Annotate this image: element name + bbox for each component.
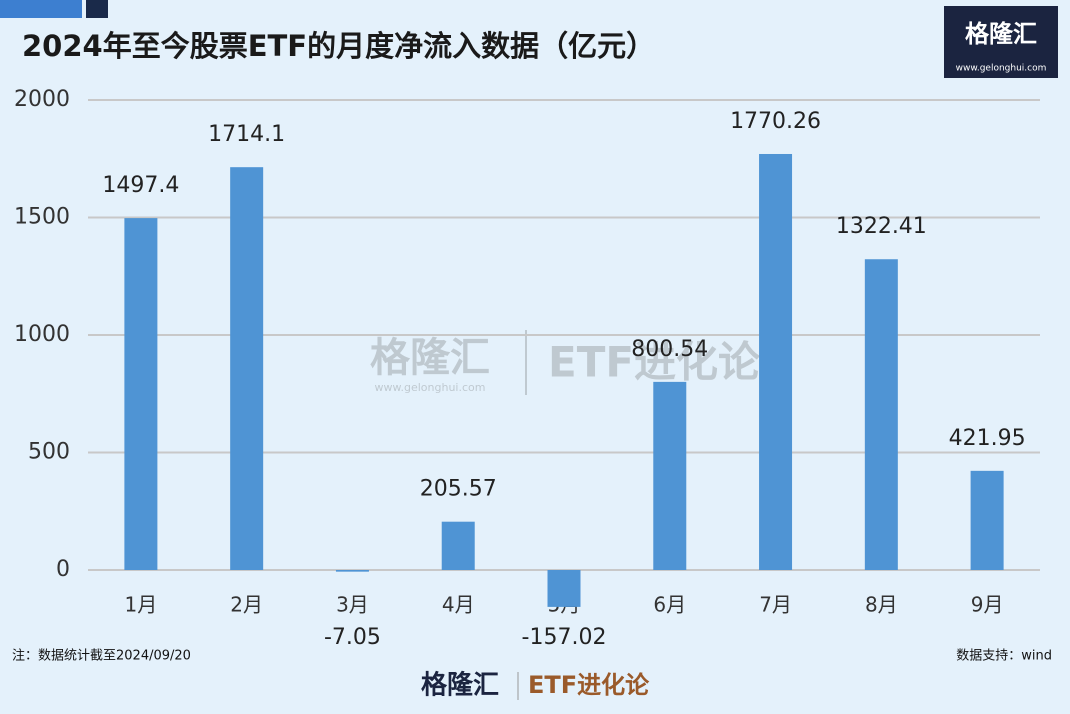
bar <box>335 570 369 572</box>
watermark-logo: 格隆汇 <box>370 335 490 381</box>
bar <box>230 167 264 570</box>
logo-url: www.gelonghui.com <box>956 64 1047 74</box>
x-tick-label: 1月 <box>125 593 158 617</box>
data-label: -7.05 <box>324 625 381 650</box>
data-label: 1770.26 <box>730 109 821 134</box>
note: 注：数据统计截至2024/09/20 <box>12 649 191 664</box>
bar <box>970 470 1004 570</box>
x-tick-label: 4月 <box>442 593 475 617</box>
bar <box>653 381 687 570</box>
watermark: 格隆汇 www.gelonghui.com ETF进化论 <box>370 330 761 395</box>
x-tick-label: 8月 <box>865 593 898 617</box>
decor-block <box>86 0 108 18</box>
bar <box>864 259 898 570</box>
chart-title: 2024年至今股票ETF的月度净流入数据（亿元） <box>22 29 655 63</box>
data-label: 205.57 <box>420 477 497 502</box>
logo-text: 格隆汇 <box>965 20 1037 48</box>
data-label: 1714.1 <box>208 122 285 147</box>
y-tick-label: 1500 <box>14 205 70 230</box>
y-tick-label: 2000 <box>14 87 70 112</box>
x-tick-label: 6月 <box>653 593 686 617</box>
logo-top: 格隆汇 www.gelonghui.com <box>944 6 1058 78</box>
y-tick-label: 1000 <box>14 322 70 347</box>
footer-column: ETF进化论 <box>528 671 650 699</box>
x-tick-label: 3月 <box>336 593 369 617</box>
bar <box>547 570 581 607</box>
logo-box <box>944 6 1058 78</box>
data-label: -157.02 <box>522 625 607 650</box>
footer-logo: 格隆汇 <box>421 670 499 701</box>
x-tick-label: 9月 <box>971 593 1004 617</box>
watermark-column: ETF进化论 <box>548 338 761 387</box>
y-tick-label: 500 <box>28 440 70 465</box>
decor-stripe <box>0 0 82 18</box>
x-tick-label: 2月 <box>230 593 263 617</box>
bar <box>441 521 475 570</box>
source: 数据支持：wind <box>956 649 1052 664</box>
data-label: 421.95 <box>949 426 1026 451</box>
bar <box>759 153 793 571</box>
data-label: 1497.4 <box>102 173 179 198</box>
x-tick-label: 7月 <box>759 593 792 617</box>
data-label: 800.54 <box>631 337 708 362</box>
data-label: 1322.41 <box>836 214 927 239</box>
bar <box>124 218 158 570</box>
watermark-url: www.gelonghui.com <box>375 381 486 394</box>
y-tick-label: 0 <box>56 557 70 582</box>
